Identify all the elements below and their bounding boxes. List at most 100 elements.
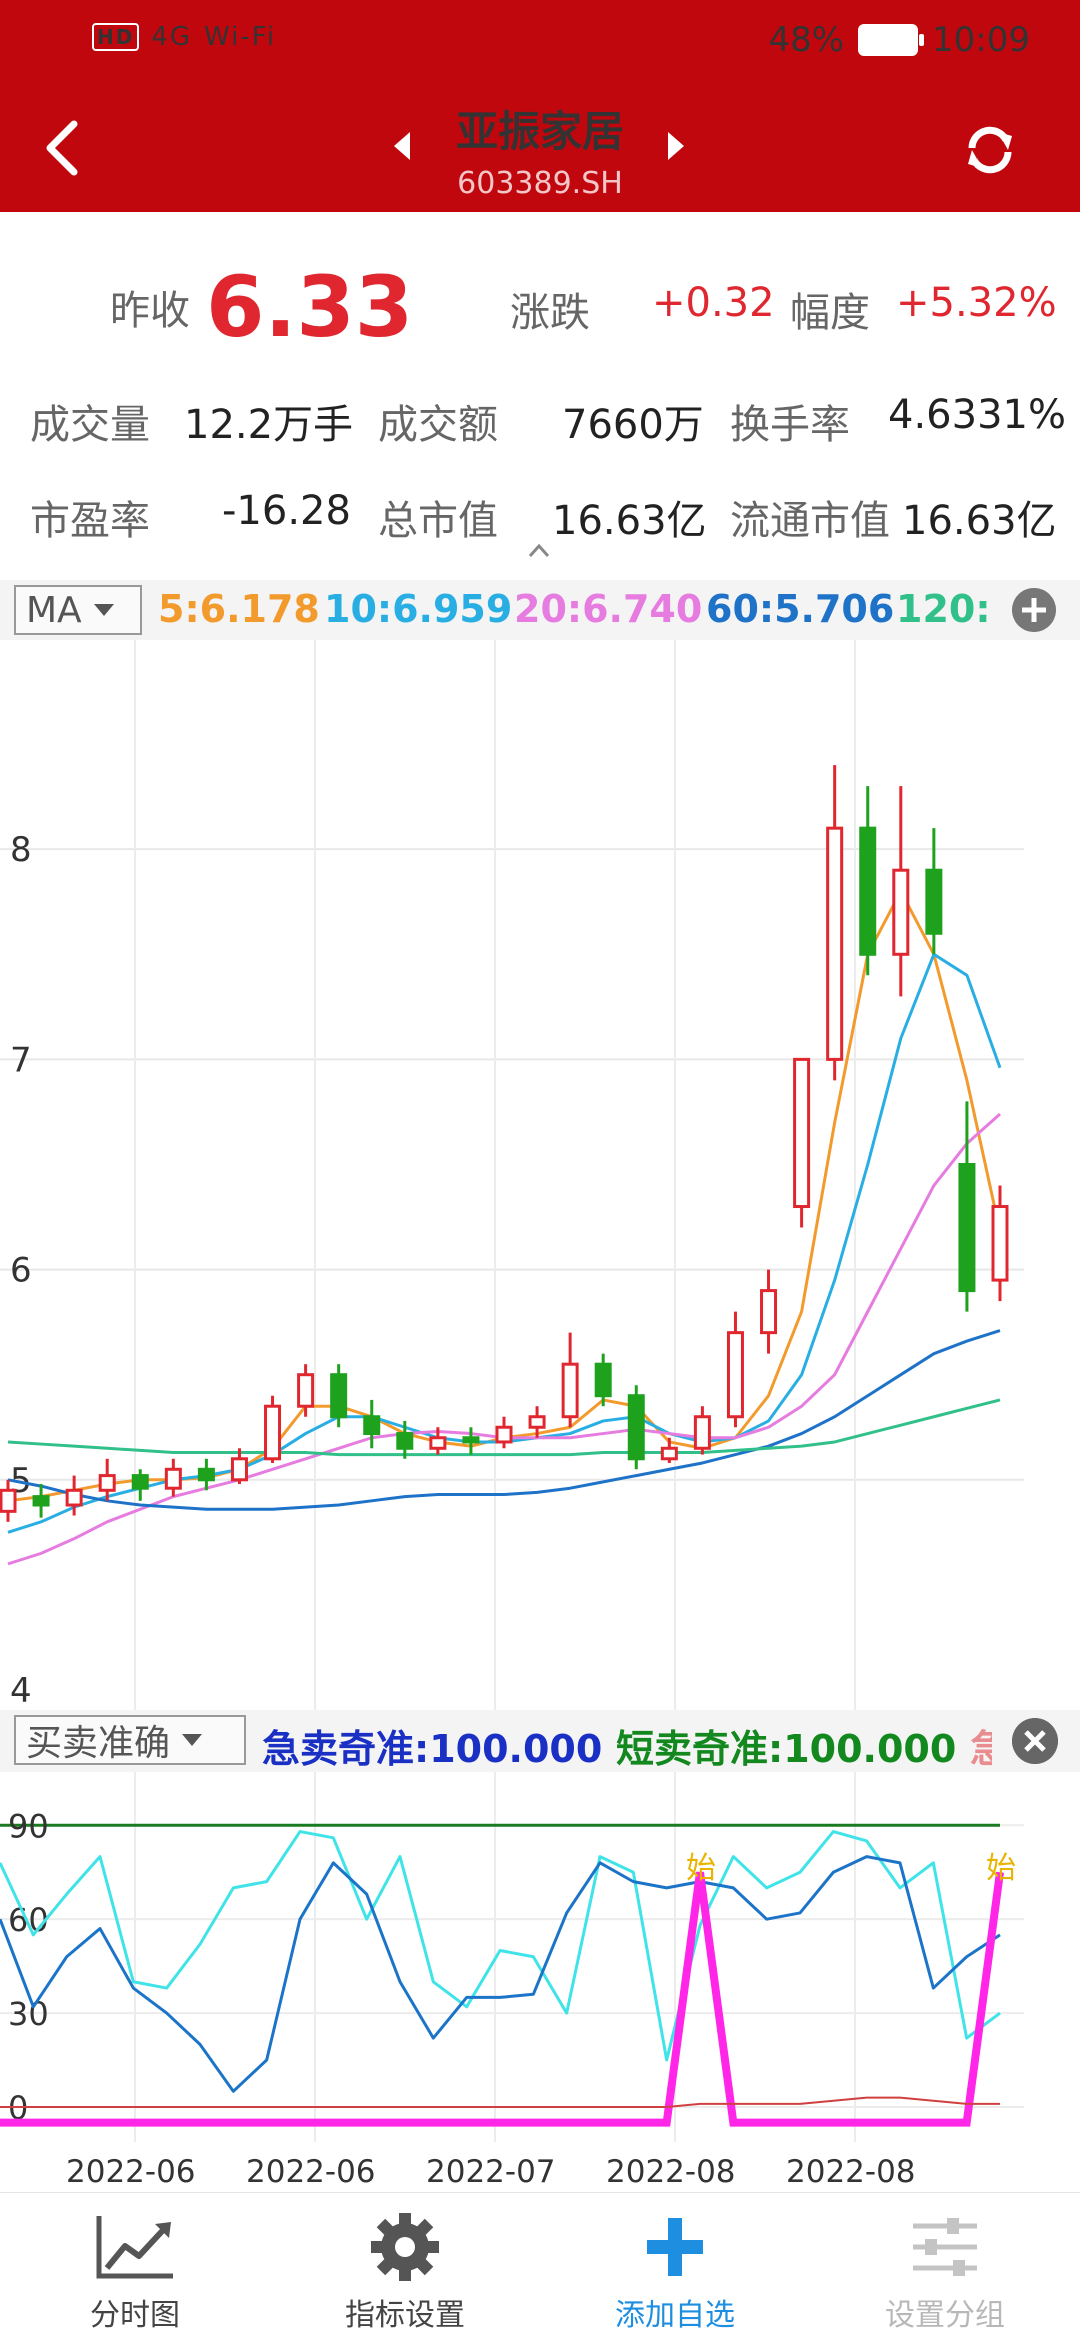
x-tick-label: 2022-06 [66, 2154, 196, 2190]
candle-body [0, 1488, 17, 1513]
hd-icon: HD [92, 23, 140, 51]
next-stock-icon[interactable] [668, 132, 684, 160]
indicator-value-2: 短卖奇准:100.000 [616, 1727, 957, 1771]
close-indicator-icon[interactable] [1012, 1718, 1058, 1764]
pe-label: 市盈率 [30, 498, 150, 544]
ma-line-ma120 [7, 1398, 1001, 1457]
candle-body [925, 868, 943, 935]
pct-label: 幅度 [790, 290, 870, 336]
indicator-line-blue [0, 1855, 1001, 2093]
candle-body [528, 1415, 546, 1429]
status-right: 48% 10:09 [768, 20, 1030, 60]
signal-marker: 始 [986, 1851, 1016, 1886]
candle-body [429, 1436, 447, 1450]
candle-body [561, 1362, 579, 1419]
candle-body [131, 1474, 149, 1490]
y-tick-label: 30 [8, 1995, 49, 2033]
y-tick-label: 6 [10, 1251, 32, 1291]
y-tick-label: 8 [10, 830, 32, 870]
indicator-line-red [0, 2096, 1000, 2108]
indicator-selector[interactable]: 买卖准确 [14, 1715, 246, 1765]
candle-body [726, 1331, 744, 1419]
plus-icon [647, 2218, 703, 2276]
page-title: 亚振家居 [455, 107, 624, 156]
clock: 10:09 [932, 20, 1030, 60]
candle-body [660, 1446, 678, 1461]
back-arrow-icon[interactable] [38, 118, 88, 178]
ma10-value: 10:6.959 [324, 587, 513, 631]
change-label: 涨跌 [510, 290, 590, 336]
add-indicator-icon[interactable] [1012, 588, 1056, 632]
candle-body [693, 1415, 711, 1450]
float-cap-label: 流通市值 [730, 498, 890, 544]
nav-label: 设置分组 [885, 2298, 1005, 2333]
nav-indicator-settings[interactable]: 指标设置 [270, 2192, 540, 2340]
amount-value: 7660万 [562, 402, 704, 448]
y-tick-label: 60 [8, 1901, 49, 1939]
candle-body [892, 868, 910, 956]
candle-body [98, 1474, 116, 1492]
line-chart-icon [96, 2216, 173, 2279]
y-tick-label: 4 [10, 1671, 32, 1710]
candle-body [495, 1425, 513, 1444]
battery-percent: 48% [768, 20, 845, 60]
x-tick-label: 2022-06 [246, 2154, 376, 2190]
nav-label: 分时图 [90, 2298, 180, 2333]
volume-value: 12.2万手 [184, 402, 354, 448]
float-cap-value: 16.63亿 [902, 498, 1057, 544]
prev-close-value: 6.33 [206, 258, 414, 356]
market-cap-label: 总市值 [378, 498, 498, 544]
turnover-value: 4.6331% [888, 392, 1066, 438]
nav-set-group[interactable]: 设置分组 [810, 2192, 1080, 2340]
dropdown-caret-icon [93, 604, 114, 616]
refresh-icon[interactable] [962, 122, 1018, 178]
candle-body [958, 1162, 976, 1293]
amount-label: 成交额 [378, 402, 498, 448]
candle-body [32, 1495, 50, 1507]
change-value: +0.32 [652, 280, 775, 326]
ma20-value: 20:6.740 [514, 587, 703, 631]
nav-label: 添加自选 [615, 2298, 735, 2333]
status-icons: HD 4G Wi-Fi [92, 22, 276, 52]
x-tick-label: 2022-08 [606, 2154, 736, 2190]
candle-body [230, 1457, 248, 1482]
indicator-value-1: 急卖奇准:100.000 [262, 1727, 603, 1771]
market-cap-value: 16.63亿 [552, 498, 707, 544]
ma60-value: 60:5.706 [706, 587, 895, 631]
candle-body [859, 826, 877, 956]
indicator-value-3: 急 [970, 1727, 992, 1771]
stock-code: 603389.SH [457, 166, 623, 201]
battery-icon [858, 24, 925, 56]
nav-add-watchlist[interactable]: 添加自选 [540, 2192, 810, 2340]
ma-indicator-bar [0, 580, 1080, 640]
candle-body [363, 1415, 381, 1436]
y-tick-label: 90 [8, 1807, 49, 1845]
ma-line-ma60 [7, 1329, 1001, 1511]
nav-intraday[interactable]: 分时图 [0, 2192, 270, 2340]
collapse-caret-icon[interactable] [528, 540, 550, 562]
pe-value: -16.28 [222, 488, 351, 534]
candle-body [594, 1362, 612, 1398]
prev-close-label: 昨收 [110, 288, 190, 334]
x-tick-label: 2022-08 [786, 2154, 916, 2190]
gear-icon [371, 2213, 439, 2281]
candle-body [164, 1467, 182, 1490]
signal-4g-icon: 4G [151, 22, 193, 52]
candle-body [330, 1373, 348, 1419]
volume-label: 成交量 [30, 402, 150, 448]
indicator-selector-label: 买卖准确 [26, 1723, 171, 1764]
nav-label: 指标设置 [345, 2298, 465, 2333]
wifi-icon: Wi-Fi [204, 22, 277, 52]
ma-selector[interactable]: MA [14, 585, 142, 635]
ma-selector-label: MA [26, 589, 82, 631]
x-tick-label: 2022-07 [426, 2154, 556, 2190]
candle-body [396, 1432, 414, 1450]
candle-body [627, 1394, 645, 1461]
sliders-icon [913, 2218, 977, 2276]
ma-line-ma20 [7, 1112, 1001, 1566]
candle-body [793, 1057, 811, 1209]
prev-stock-icon[interactable] [394, 132, 410, 160]
ma5-value: 5:6.178 [158, 587, 320, 631]
